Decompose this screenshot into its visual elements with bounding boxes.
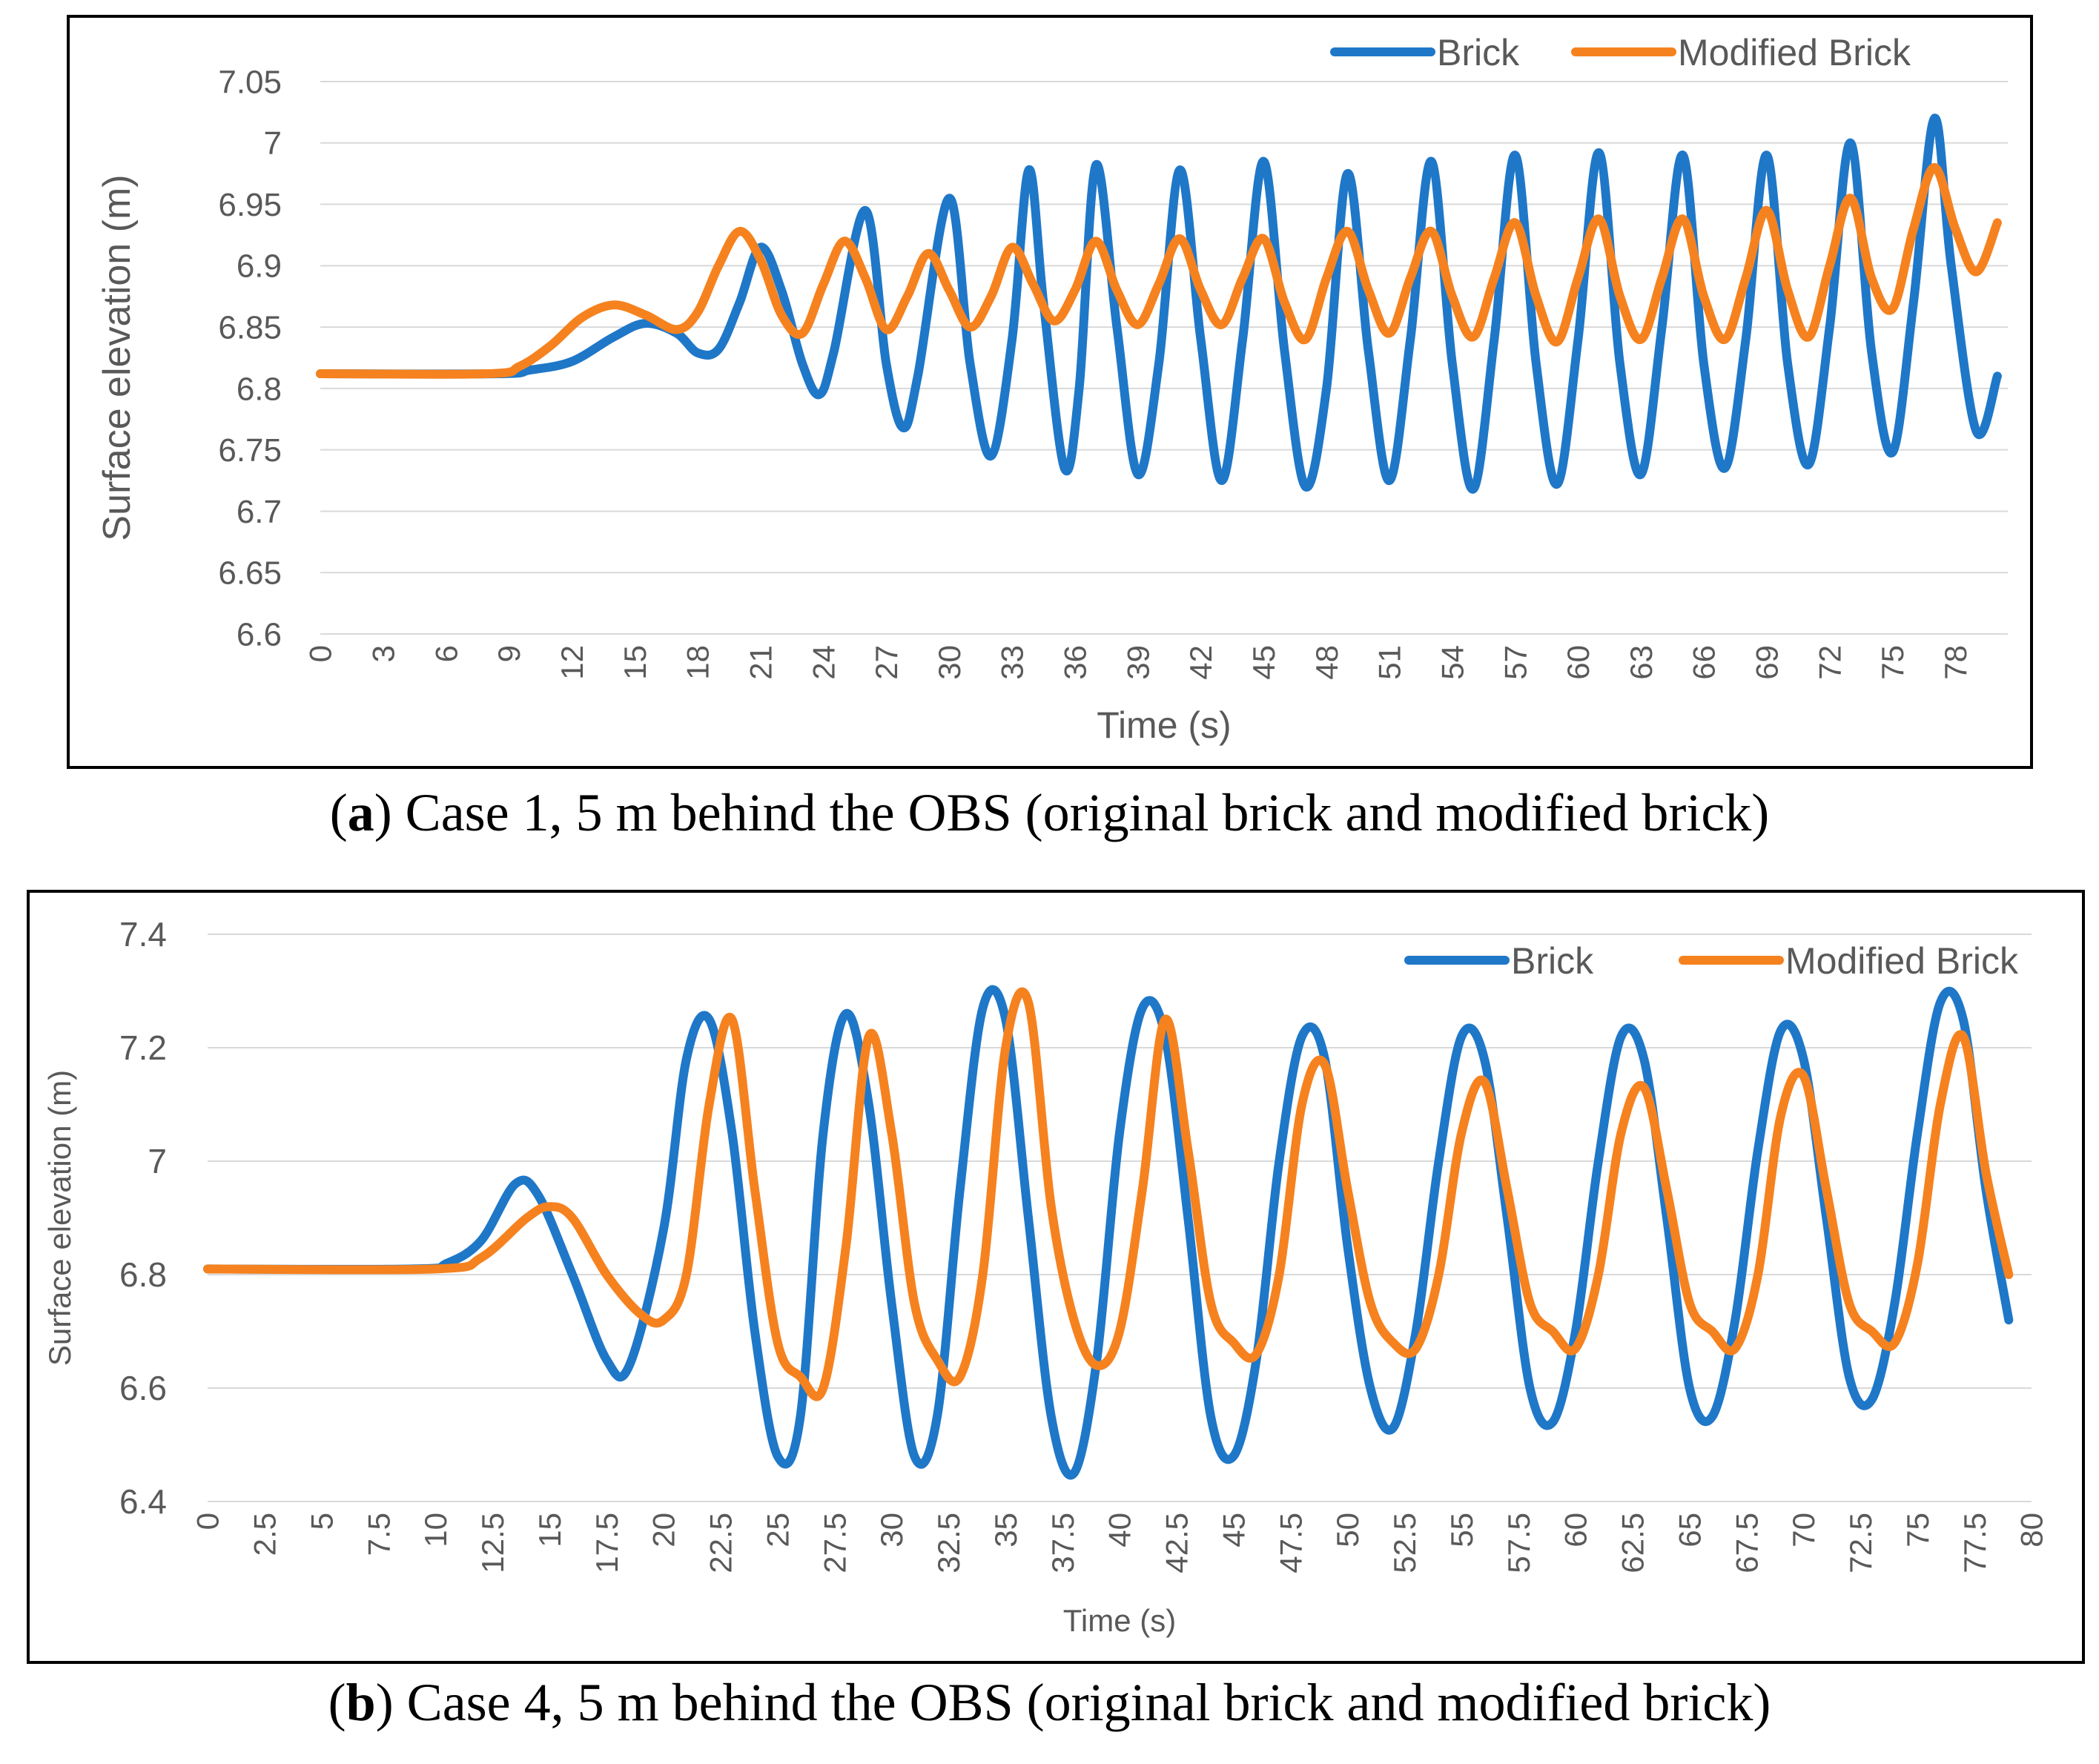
x-tick-label: 24 [806,645,841,680]
panel-a: 6.6 6.65 6.7 6.75 6.8 6.85 6.9 6.95 7 7.05 0 3 6 9 12 1… [67,15,2033,842]
legend-label: Brick [1511,940,1594,982]
x-tick-label: 20 [647,1513,681,1547]
x-tick-label: 10 [418,1513,453,1547]
y-tick-label: 6.4 [119,1482,167,1521]
x-tick-label: 77.5 [1957,1513,1992,1573]
x-tick-label: 15 [532,1513,567,1547]
x-tick-label: 22.5 [704,1513,738,1573]
x-tick-label: 63 [1624,645,1659,680]
x-tick-label: 27.5 [817,1513,852,1573]
x-tick-label: 42.5 [1160,1513,1194,1573]
caption-b-letter: b [346,1673,376,1732]
x-tick-label: 36 [1058,645,1093,680]
y-tick-label: 6.8 [119,1255,167,1294]
x-tick-label: 47.5 [1273,1513,1308,1573]
series-line-modified-brick [203,987,2014,1401]
caption-b: (b) Case 4, 5 m behind the OBS (original… [328,1673,1771,1732]
x-tick-label: 57 [1498,645,1533,680]
x-axis-title: Time (s) [1097,704,1231,746]
x-tick-label: 54 [1435,645,1470,680]
x-tick-label: 42 [1183,645,1218,680]
x-tick-label: 60 [1561,645,1596,680]
x-tick-label: 30 [874,1513,909,1547]
x-axis-title: Time (s) [1063,1603,1176,1638]
y-tick-label: 7 [264,125,282,162]
y-tick-label: 7.05 [218,64,282,100]
x-tick-label: 72 [1812,645,1847,680]
x-tick-label: 70 [1786,1513,1821,1547]
panel-b: 6.4 6.6 6.8 7 7.2 7.4 0 2.5 5 7.5 10 12.5 15 17.5 20 22… [0,882,2099,1764]
x-tick-label: 37.5 [1045,1513,1080,1573]
x-tick-label: 57.5 [1501,1513,1536,1573]
x-tick-label: 0 [303,645,338,662]
y-tick-label: 6.85 [218,310,282,346]
x-tick-label: 3 [366,645,401,662]
x-tick-label: 15 [618,645,652,680]
caption-a-text: ) Case 1, 5 m behind the OBS (original b… [374,783,1770,842]
x-tick-label: 65 [1672,1513,1707,1547]
chart-b: 6.46.66.877.27.40 2.5 5 7.5 10 12.5 15 17.5 20 22… [27,890,2085,1664]
series-line-brick [316,113,2002,494]
y-axis-title: Surface elevation (m) [42,1070,77,1366]
x-tick-label: 0 [191,1513,225,1530]
x-tick-label: 45 [1246,645,1281,680]
x-tick-label: 27 [869,645,904,680]
x-tick-label: 45 [1216,1513,1251,1547]
x-tick-label: 66 [1687,645,1722,680]
x-tick-label: 6 [429,645,463,662]
y-tick-label: 6.9 [237,248,282,285]
y-tick-label: 6.65 [218,555,282,592]
y-axis-title: Surface elevation (m) [96,174,139,541]
legend-label: Modified Brick [1678,32,1911,73]
x-tick-label: 80 [2014,1513,2049,1547]
x-tick-label: 25 [760,1513,795,1547]
x-tick-label: 75 [1875,645,1910,680]
x-tick-label: 35 [988,1513,1023,1547]
x-tick-label: 48 [1309,645,1344,680]
x-tick-label: 18 [681,645,715,680]
x-tick-label: 33 [995,645,1030,680]
x-tick-label: 51 [1372,645,1407,680]
x-tick-label: 39 [1120,645,1155,680]
x-tick-label: 69 [1750,645,1785,680]
y-tick-label: 7 [148,1142,167,1180]
x-tick-label: 52.5 [1387,1513,1422,1573]
y-tick-label: 6.95 [218,187,282,223]
x-tick-label: 72.5 [1843,1513,1878,1573]
x-tick-label: 62.5 [1616,1513,1650,1573]
legend-label: Brick [1437,32,1520,73]
x-tick-label: 5 [304,1513,339,1530]
legend-label: Modified Brick [1785,940,2019,982]
y-tick-label: 6.8 [237,371,282,407]
x-tick-label: 78 [1938,645,1973,680]
y-tick-label: 6.7 [237,494,282,530]
x-tick-label: 2.5 [248,1513,282,1556]
caption-a: (a) Case 1, 5 m behind the OBS (original… [329,783,1770,842]
x-tick-label: 60 [1558,1513,1593,1547]
x-tick-label: 67.5 [1729,1513,1764,1573]
x-tick-label: 75 [1900,1513,1935,1547]
x-tick-label: 9 [492,645,526,662]
caption-b-text: ) Case 4, 5 m behind the OBS (original b… [375,1673,1771,1732]
x-tick-label: 17.5 [589,1513,624,1573]
x-tick-label: 55 [1444,1513,1479,1547]
y-tick-label: 6.6 [237,616,282,653]
y-tick-label: 7.2 [119,1028,167,1067]
caption-a-letter: a [347,783,374,842]
series-line-modified-brick [316,162,2002,379]
y-tick-label: 6.6 [119,1369,167,1407]
x-tick-label: 12.5 [475,1513,510,1573]
x-tick-label: 21 [743,645,778,680]
y-tick-label: 6.75 [218,432,282,469]
x-tick-label: 7.5 [361,1513,396,1556]
x-tick-label: 12 [555,645,589,680]
y-tick-label: 7.4 [119,915,167,954]
x-tick-label: 50 [1330,1513,1365,1547]
series-line-brick [203,985,2014,1480]
x-tick-label: 40 [1103,1513,1137,1547]
x-tick-label: 30 [932,645,967,680]
x-tick-label: 32.5 [931,1513,966,1573]
